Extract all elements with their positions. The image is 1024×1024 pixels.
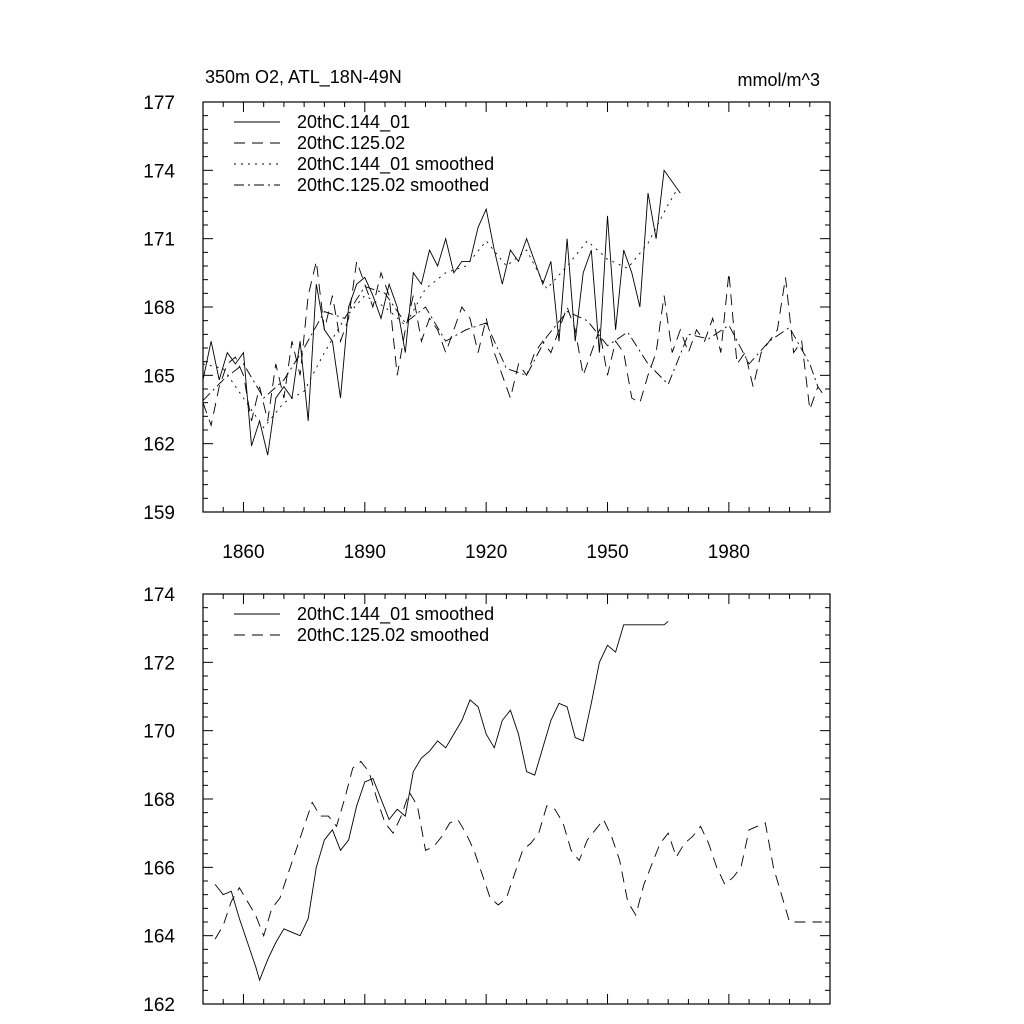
top-panel: 350m O2, ATL_18N-49N mmol/m^3 1591621651… — [143, 67, 831, 563]
series-line-2 — [202, 261, 827, 428]
series-line-3 — [202, 190, 677, 429]
series-line-2 — [214, 760, 822, 940]
bottom-panel: 162 164 166 168 170 172 174 20thC.144_01 smoot… — [143, 585, 831, 1016]
y-tick-label: 166 — [143, 858, 175, 879]
series-line-4 — [202, 285, 819, 401]
legend-label: 20thC.125.02 — [297, 133, 405, 153]
y-tick-label: 174 — [143, 161, 175, 182]
x-tick-label: 1950 — [586, 542, 628, 563]
y-tick-label: 164 — [143, 927, 175, 948]
y-tick-label: 168 — [143, 298, 175, 319]
x-tick-label: 1980 — [708, 542, 750, 563]
top-axis-ticks: 159 162 165 168 171 174 177 1860 1890 1920 1950 198… — [143, 93, 831, 563]
y-tick-label: 177 — [143, 93, 175, 114]
y-tick-label: 174 — [143, 585, 175, 606]
top-plot-frame — [202, 101, 831, 513]
y-tick-label: 165 — [143, 366, 175, 387]
y-tick-label: 171 — [143, 230, 175, 251]
top-title: 350m O2, ATL_18N-49N — [205, 67, 402, 88]
x-tick-label: 1890 — [344, 542, 386, 563]
legend-label: 20thC.144_01 smoothed — [297, 604, 494, 625]
legend-label: 20thC.125.02 smoothed — [297, 175, 489, 195]
legend-label: 20thC.144_01 smoothed — [297, 154, 494, 175]
legend-label: 20thC.125.02 smoothed — [297, 625, 489, 645]
bottom-series-group — [214, 620, 822, 982]
y-tick-label: 162 — [143, 995, 175, 1016]
legend-label: 20thC.144_01 — [297, 112, 410, 133]
series-line-1 — [214, 620, 669, 982]
x-tick-label: 1920 — [465, 542, 507, 563]
y-tick-label: 170 — [143, 722, 175, 743]
x-tick-label: 1860 — [222, 542, 264, 563]
y-tick-label: 172 — [143, 653, 175, 674]
y-tick-label: 162 — [143, 435, 175, 456]
bottom-plot-frame — [202, 593, 831, 1005]
bottom-axis-ticks: 162 164 166 168 170 172 174 — [143, 585, 831, 1016]
top-series-group — [202, 169, 827, 456]
top-units: mmol/m^3 — [738, 70, 820, 90]
series-line-1 — [202, 169, 681, 456]
y-tick-label: 168 — [143, 790, 175, 811]
y-tick-label: 159 — [143, 503, 175, 524]
